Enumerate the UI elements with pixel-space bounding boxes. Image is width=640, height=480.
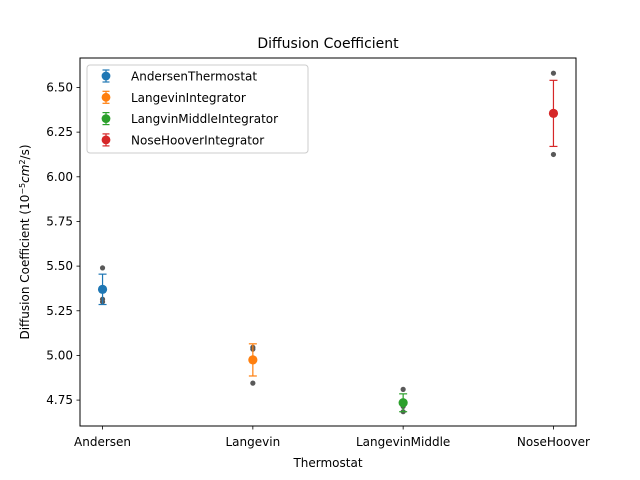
legend-marker <box>101 71 111 81</box>
mean-point <box>398 398 408 408</box>
sample-point <box>550 70 557 76</box>
y-axis-label: Diffusion Coefficient (10−5cm2/s) <box>18 144 33 339</box>
legend-box <box>86 64 309 154</box>
y-tick-label: 5.00 <box>46 348 73 362</box>
chart-title: Diffusion Coefficient <box>257 36 399 52</box>
legend-marker <box>101 114 111 123</box>
y-tick-label: 5.75 <box>46 214 73 228</box>
y-axis: 4.75 5.00 5.25 5.50 5.75 6.00 6.25 6.50 <box>46 80 80 407</box>
mean-point <box>248 355 258 365</box>
legend-label: NoseHooverIntegrator <box>131 133 264 147</box>
x-axis: Andersen Langevin LangevinMiddle NoseHoover <box>74 426 590 449</box>
legend-label: AndersenThermostat <box>131 70 257 84</box>
mean-point <box>548 108 559 118</box>
legend-marker <box>101 92 111 102</box>
legend-label: LangvinMiddleIntegrator <box>131 112 278 126</box>
y-tick-label: 6.00 <box>46 170 73 184</box>
legend-label: LangevinIntegrator <box>131 91 246 105</box>
axes-frame <box>79 57 577 427</box>
y-tick-label: 6.25 <box>46 125 73 139</box>
y-axis-label-exp-minus: −5 <box>18 183 27 195</box>
y-axis-label-exp-two: 2 <box>18 159 27 164</box>
legend: AndersenThermostat LangevinIntegrator Lang… <box>86 64 309 154</box>
y-tick-label: 4.75 <box>46 393 73 407</box>
x-tick-label: Andersen <box>74 435 131 449</box>
y-tick-label: 6.50 <box>46 80 73 94</box>
x-axis-label: Thermostat <box>292 456 362 470</box>
y-tick-label: 5.50 <box>46 259 73 273</box>
legend-marker <box>101 135 111 145</box>
mean-point <box>97 284 108 294</box>
y-axis-label-unit-b: /s) <box>18 144 32 159</box>
sample-point <box>400 386 406 392</box>
plot-area <box>97 70 559 415</box>
y-tick-label: 5.25 <box>46 304 73 318</box>
x-tick-label: NoseHoover <box>517 435 590 449</box>
sample-point <box>99 265 106 271</box>
y-axis-label-unit-a: cm <box>18 165 32 183</box>
x-tick-label: Langevin <box>226 435 281 449</box>
y-axis-label-prefix: Diffusion Coefficient (10 <box>18 195 32 340</box>
sample-point <box>250 380 256 386</box>
sample-point <box>550 151 557 158</box>
x-tick-label: LangevinMiddle <box>356 435 450 449</box>
